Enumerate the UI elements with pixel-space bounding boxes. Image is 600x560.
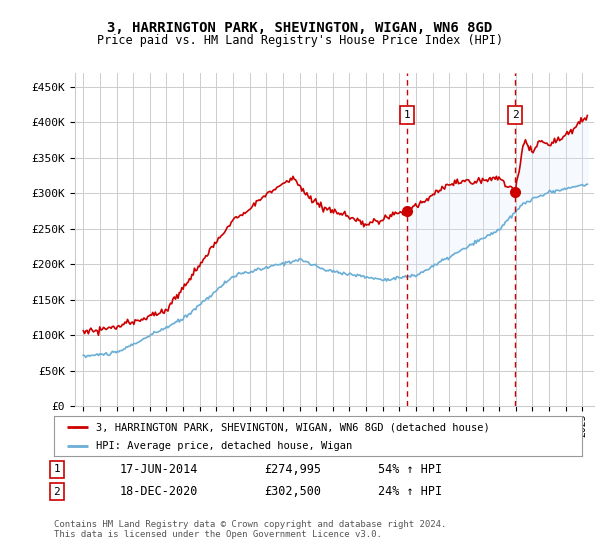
Text: 24% ↑ HPI: 24% ↑ HPI: [378, 485, 442, 498]
Text: £302,500: £302,500: [264, 485, 321, 498]
Text: 17-JUN-2014: 17-JUN-2014: [120, 463, 199, 476]
Text: £274,995: £274,995: [264, 463, 321, 476]
Text: 18-DEC-2020: 18-DEC-2020: [120, 485, 199, 498]
Text: 54% ↑ HPI: 54% ↑ HPI: [378, 463, 442, 476]
Text: 3, HARRINGTON PARK, SHEVINGTON, WIGAN, WN6 8GD: 3, HARRINGTON PARK, SHEVINGTON, WIGAN, W…: [107, 21, 493, 35]
Text: HPI: Average price, detached house, Wigan: HPI: Average price, detached house, Wiga…: [96, 441, 352, 451]
Text: Price paid vs. HM Land Registry's House Price Index (HPI): Price paid vs. HM Land Registry's House …: [97, 34, 503, 46]
Text: 2: 2: [53, 487, 61, 497]
Text: Contains HM Land Registry data © Crown copyright and database right 2024.
This d: Contains HM Land Registry data © Crown c…: [54, 520, 446, 539]
Text: 2: 2: [512, 110, 518, 120]
Text: 1: 1: [404, 110, 410, 120]
Text: 1: 1: [53, 464, 61, 474]
Text: 3, HARRINGTON PARK, SHEVINGTON, WIGAN, WN6 8GD (detached house): 3, HARRINGTON PARK, SHEVINGTON, WIGAN, W…: [96, 422, 490, 432]
